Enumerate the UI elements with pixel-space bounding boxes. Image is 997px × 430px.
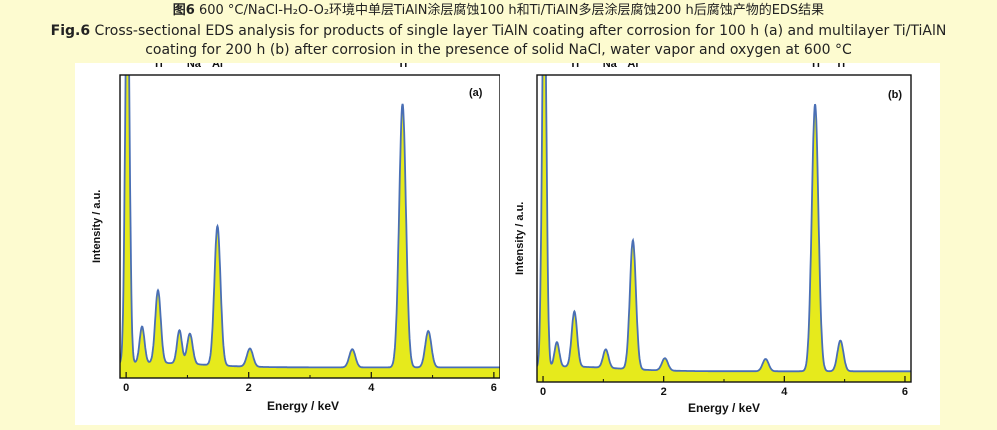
peak-label-al: Al [212,63,223,70]
y-axis-label-b: Intensity / a.u. [514,201,526,275]
x-axis-label-a: Energy / keV [267,399,340,413]
caption-en-text-line1: Cross-sectional EDS analysis for product… [94,23,947,39]
eds-chart-a: 0246OTiNaAlTi [119,63,501,394]
plot-frame [119,74,501,379]
x-tick-label-6: 6 [491,382,497,394]
eds-panel-b: 0246OTiNaAlTiTi Intensity / a.u. Energy … [500,63,940,425]
peak-label-al: Al [627,63,638,70]
x-tick-label-4: 4 [781,386,788,398]
spectrum-outline [120,75,500,369]
peak-label-ti: Ti [836,63,846,70]
x-tick-label-0: 0 [540,386,546,398]
spectrum-area [537,75,911,382]
peak-label-ti: Ti [810,63,820,70]
y-axis-label-a: Intensity / a.u. [91,189,103,263]
spectrum-area [120,75,500,378]
x-tick-label-6: 6 [902,386,908,398]
peak-label-ti: Ti [570,63,580,70]
peak-label-na: Na [603,63,618,70]
spectrum-outline [537,75,911,373]
peak-label-ti: Ti [153,63,163,70]
caption-english-line2: coating for 200 h (b) after corrosion in… [145,42,852,58]
x-tick-label-2: 2 [661,386,667,398]
peak-label-ti: Ti [398,63,408,70]
plot-frame [536,74,912,383]
x-tick-label-0: 0 [123,382,129,394]
x-axis-label-b: Energy / keV [688,401,761,415]
x-tick-label-4: 4 [368,382,375,394]
eds-panel-a: 0246OTiNaAlTi Intensity / a.u. Energy / … [75,63,515,425]
peak-label-na: Na [187,63,202,70]
caption-en-figure-number: Fig.6 [50,23,91,39]
panel-tag-a: (a) [469,87,483,99]
eds-chart-b: 0246OTiNaAlTiTi [536,63,912,398]
caption-chinese: 图6 600 °C/NaCl-H₂O-O₂环境中单层TiAlN涂层腐蚀100 h… [0,2,997,20]
x-tick-label-2: 2 [246,382,252,394]
panel-tag-b: (b) [888,89,903,101]
caption-english-line1: Fig.6 Cross-sectional EDS analysis for p… [0,22,997,40]
caption-cn-figure-number: 图6 [172,3,195,18]
caption-cn-text: 600 °C/NaCl-H₂O-O₂环境中单层TiAlN涂层腐蚀100 h和Ti… [198,3,825,18]
